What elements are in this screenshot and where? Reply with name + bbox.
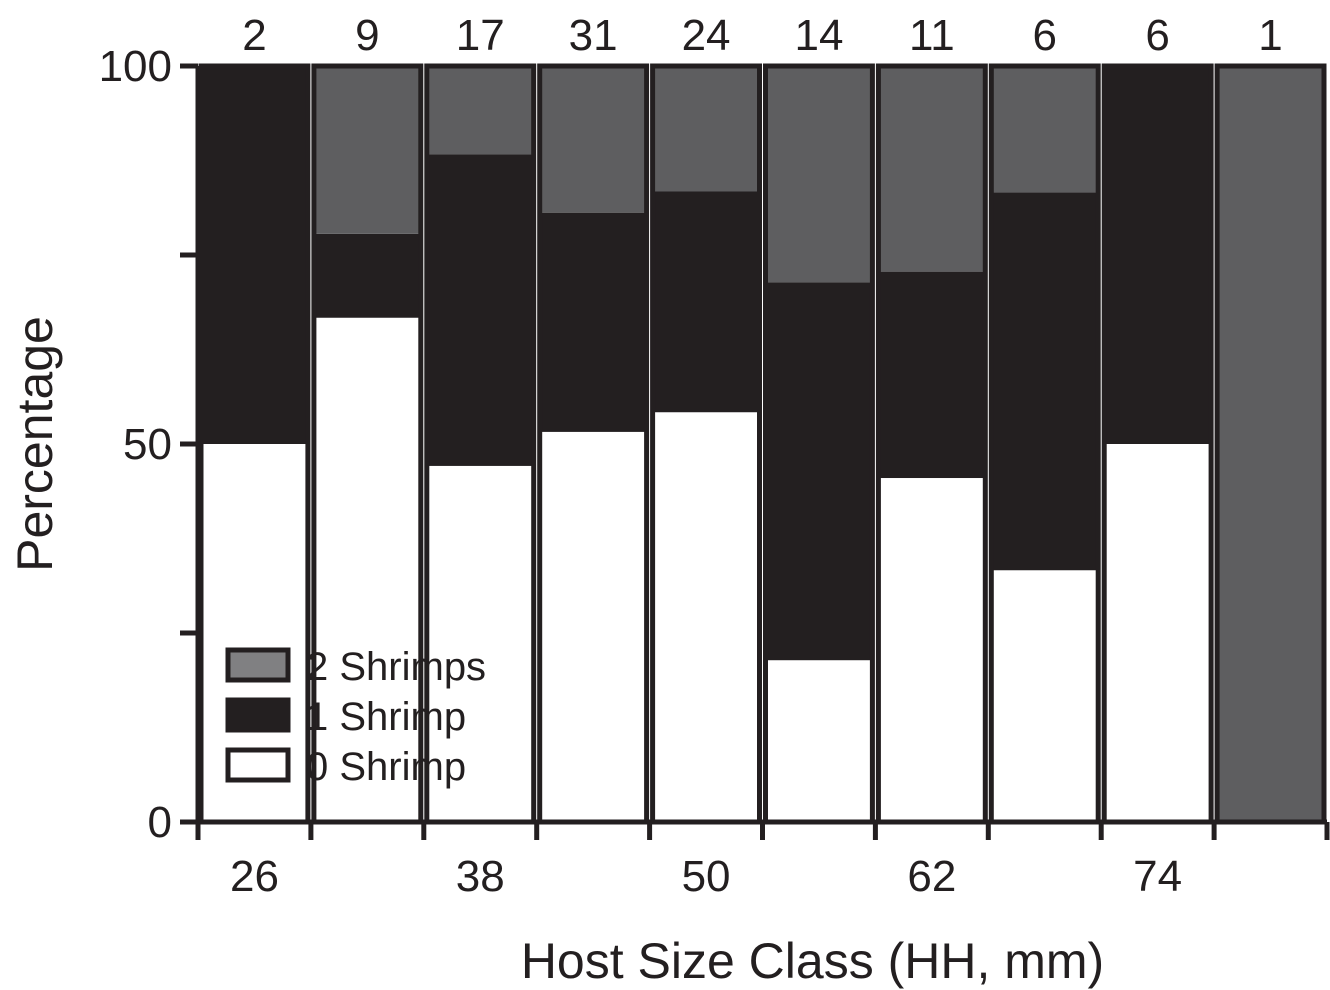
bar-segment-1-shrimp-5 [652, 191, 760, 413]
legend: 2 Shrimps 1 Shrimp 0 Shrimp [225, 645, 486, 789]
y-tick-label: 100 [99, 42, 172, 91]
bar-segment-2-shrimps-3 [426, 66, 534, 155]
bar-segment-1-shrimp-7 [878, 271, 986, 479]
x-tick-label: 62 [907, 852, 956, 901]
x-tick-label: 74 [1133, 852, 1182, 901]
legend-swatch-2-shrimps [225, 647, 291, 683]
sample-size-label: 9 [355, 11, 379, 60]
bar-segment-0-shrimp-3 [426, 465, 534, 822]
bar-segment-2-shrimps-7 [878, 66, 986, 272]
bar-segment-0-shrimp-9 [1104, 444, 1212, 822]
sample-size-label: 14 [794, 11, 843, 60]
bar-segment-2-shrimps-4 [539, 66, 647, 213]
bar-segment-2-shrimps-6 [765, 66, 873, 283]
sample-size-label: 11 [909, 11, 955, 60]
legend-swatch-1-shrimp [225, 697, 291, 733]
bar-segment-0-shrimp-8 [991, 570, 1099, 822]
y-axis-title: Percentage [7, 316, 63, 572]
bar-segment-1-shrimp-8 [991, 192, 1099, 571]
legend-swatch-0-shrimp [225, 747, 291, 783]
sample-size-label: 1 [1258, 11, 1282, 60]
legend-label: 1 Shrimp [306, 695, 466, 739]
bar-segment-1-shrimp-4 [539, 212, 647, 432]
bar-segment-2-shrimps-2 [313, 66, 421, 234]
sample-size-label: 31 [569, 11, 618, 60]
bar-segment-2-shrimps-5 [652, 66, 760, 192]
bar-segment-1-shrimp-3 [426, 154, 534, 466]
bar-segment-0-shrimp-2 [313, 317, 421, 822]
bar-segment-1-shrimp-2 [313, 233, 421, 318]
bar-segment-2-shrimps-8 [991, 66, 1099, 193]
legend-label: 2 Shrimps [306, 645, 486, 689]
legend-label: 0 Shrimp [306, 745, 466, 789]
bar-segment-0-shrimp-6 [765, 660, 873, 822]
y-tick-label: 0 [148, 798, 172, 847]
x-axis-title: Host Size Class (HH, mm) [521, 933, 1104, 989]
sample-size-label: 24 [682, 11, 731, 60]
bar-segment-1-shrimp-9 [1104, 66, 1212, 444]
x-tick-label: 26 [230, 852, 279, 901]
bar-segment-2-shrimps-10 [1217, 66, 1324, 822]
sample-size-label: 17 [456, 11, 505, 60]
bar-segment-1-shrimp-1 [201, 66, 308, 444]
sample-size-label: 6 [1033, 11, 1057, 60]
bar-segment-1-shrimp-6 [765, 282, 873, 661]
labels-layer: 0 50 100 26 38 50 62 74 2 9 17 31 24 14 11 6 6 1 [99, 11, 1283, 901]
x-tick-label: 38 [456, 852, 505, 901]
y-tick-label: 50 [123, 420, 172, 469]
bar-segment-0-shrimp-5 [652, 412, 760, 822]
bar-segment-0-shrimp-4 [539, 431, 647, 822]
ticks-layer [180, 63, 1330, 840]
bar-segment-0-shrimp-7 [878, 478, 986, 822]
sample-size-label: 2 [242, 11, 266, 60]
x-tick-label: 50 [682, 852, 731, 901]
sample-size-label: 6 [1145, 11, 1169, 60]
bars-layer [198, 63, 1327, 825]
